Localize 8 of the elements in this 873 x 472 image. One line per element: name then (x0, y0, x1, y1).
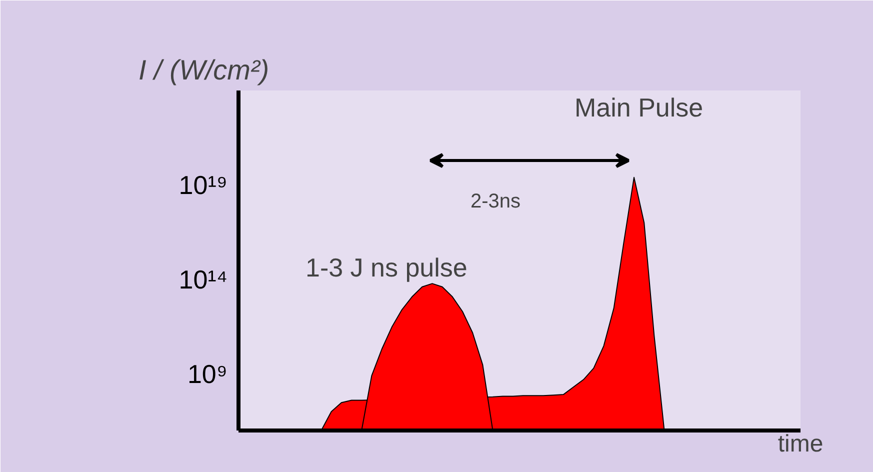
y-axis-title: I / (W/cm²) (138, 54, 270, 86)
y-tick-label: 10¹⁹ (178, 170, 228, 200)
annotation: 1-3 J ns pulse (306, 252, 468, 282)
y-tick-label: 10⁹ (187, 358, 228, 389)
annotation: Main Pulse (574, 92, 704, 122)
x-axis-title: time (778, 430, 824, 458)
y-tick-label: 10¹⁴ (178, 264, 228, 294)
annotation: 2-3ns (470, 190, 521, 212)
